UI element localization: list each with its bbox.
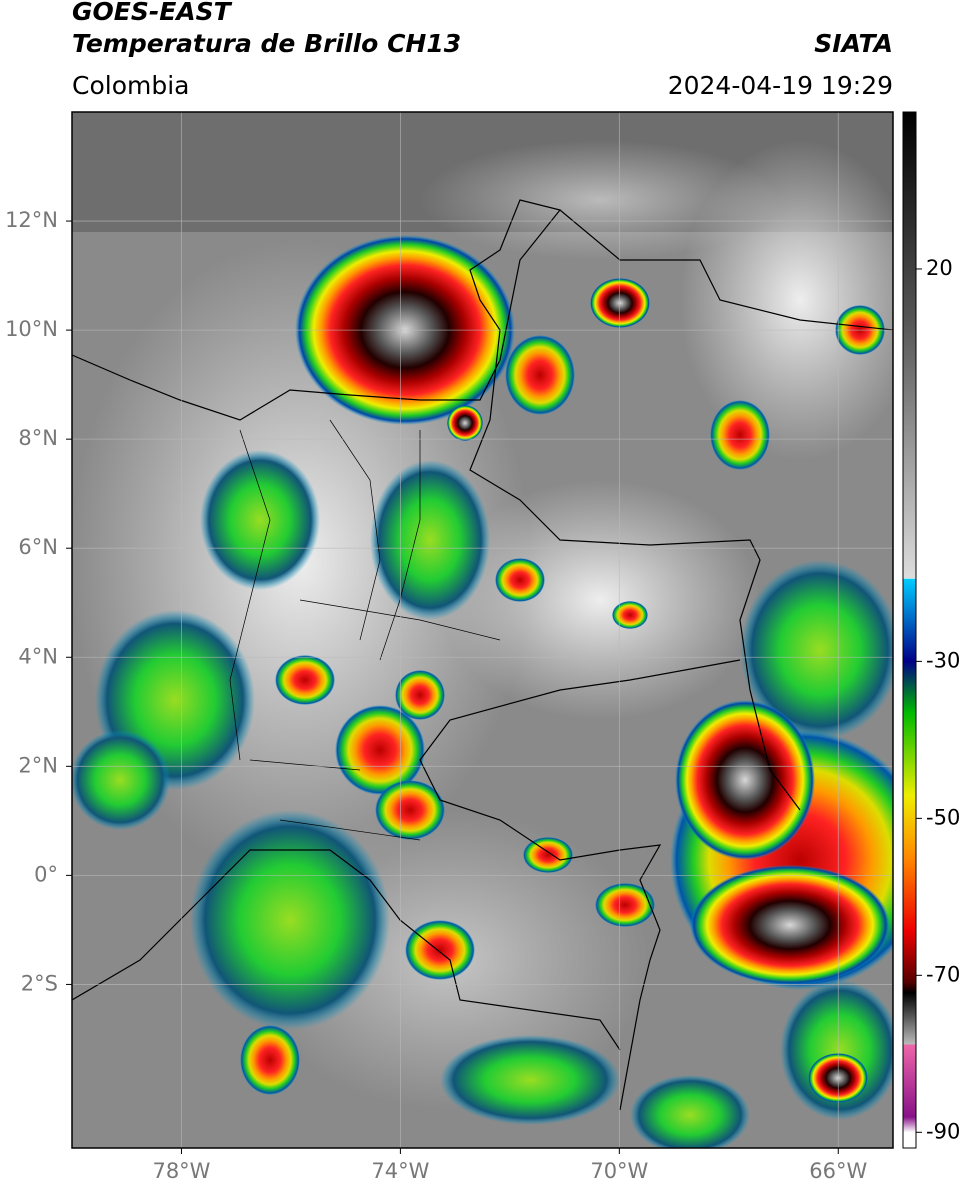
colorbar-tick-label: -50	[926, 805, 960, 829]
y-tick-label: 8°N	[18, 426, 58, 450]
x-tick-label: 66°W	[809, 1159, 867, 1183]
x-tick-label: 78°W	[152, 1159, 210, 1183]
subtitle: Temperatura de Brillo CH13	[72, 29, 461, 58]
y-tick-label: 4°N	[18, 644, 58, 668]
y-tick-label: 0°	[34, 862, 58, 886]
colorbar	[902, 111, 917, 1149]
title: GOES-EAST	[72, 0, 233, 26]
y-tick-label: 2°N	[18, 753, 58, 777]
colorbar-tick-label: -70	[926, 962, 960, 986]
y-tick-label: 12°N	[5, 208, 58, 232]
x-tick-label: 70°W	[590, 1159, 648, 1183]
y-tick-label: 10°N	[5, 317, 58, 341]
satellite-image	[72, 112, 893, 1148]
colorbar-tick-label: 20	[926, 256, 953, 280]
x-tick-label: 74°W	[371, 1159, 429, 1183]
graticule	[72, 112, 893, 1148]
colorbar-ticks: 20 -30 -50 -70 -90	[916, 256, 960, 1143]
source: SIATA	[814, 29, 893, 58]
region: Colombia	[72, 71, 189, 100]
map-frame	[71, 111, 894, 1149]
colorbar-tick-label: -90	[926, 1119, 960, 1143]
y-tick-label: 6°N	[18, 535, 58, 559]
datetime: 2024-04-19 19:29	[668, 71, 893, 100]
colorbar-tick-label: -30	[926, 648, 960, 672]
y-tick-label: 2°S	[21, 971, 58, 995]
axis-ticks: 78°W 74°W 70°W 66°W 12°N 10°N 8°N 6°N 4°N 2°N 0° 2°…	[5, 208, 867, 1183]
